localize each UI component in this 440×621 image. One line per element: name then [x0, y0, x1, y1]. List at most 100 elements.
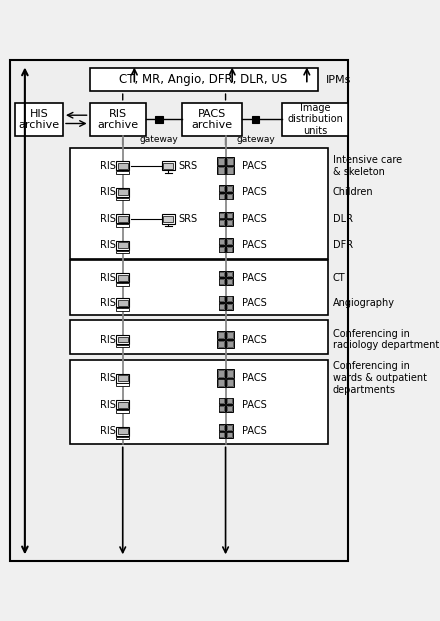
Bar: [227, 379, 234, 386]
Bar: [282, 102, 348, 136]
Bar: [116, 214, 129, 224]
Text: PACS: PACS: [242, 426, 267, 436]
Bar: [118, 216, 128, 222]
Text: PACS: PACS: [242, 161, 267, 171]
Bar: [70, 260, 327, 315]
Bar: [220, 247, 224, 252]
Bar: [116, 400, 129, 409]
Text: Angiography: Angiography: [333, 297, 395, 307]
Bar: [219, 397, 225, 404]
Bar: [226, 369, 234, 378]
Bar: [116, 224, 129, 227]
Bar: [116, 345, 129, 347]
Bar: [163, 216, 173, 222]
Text: DFR: DFR: [333, 240, 353, 250]
Text: PACS: PACS: [242, 373, 267, 383]
Bar: [116, 197, 129, 200]
Bar: [226, 238, 233, 245]
Bar: [227, 370, 234, 377]
Text: gateway: gateway: [236, 135, 275, 143]
Text: RIS: RIS: [100, 400, 116, 410]
Bar: [227, 167, 234, 174]
Text: PACS: PACS: [242, 273, 267, 283]
Text: HIS
archive: HIS archive: [18, 109, 59, 130]
Bar: [70, 360, 327, 445]
Bar: [226, 405, 233, 412]
Bar: [118, 300, 128, 306]
Bar: [220, 406, 224, 411]
Bar: [226, 271, 233, 278]
Bar: [116, 384, 129, 386]
Bar: [226, 246, 233, 253]
Bar: [227, 399, 232, 404]
Bar: [163, 163, 173, 169]
Bar: [226, 424, 233, 431]
Bar: [227, 239, 232, 244]
Bar: [219, 278, 225, 285]
Text: IPMs: IPMs: [326, 75, 351, 84]
Bar: [218, 332, 224, 338]
Bar: [227, 220, 232, 225]
Bar: [219, 424, 225, 431]
Bar: [118, 275, 128, 281]
Bar: [220, 212, 224, 217]
Bar: [227, 212, 232, 217]
Bar: [118, 163, 128, 169]
Text: RIS: RIS: [100, 273, 116, 283]
Bar: [116, 335, 129, 344]
Bar: [162, 161, 175, 170]
Text: Conferencing in
wards & outpatient
departments: Conferencing in wards & outpatient depar…: [333, 361, 426, 395]
Bar: [116, 283, 129, 286]
Bar: [218, 341, 224, 347]
Bar: [227, 432, 232, 437]
Text: gateway: gateway: [140, 135, 179, 143]
Bar: [227, 158, 234, 165]
Text: PACS: PACS: [242, 335, 267, 345]
Bar: [217, 331, 225, 339]
Text: RIS: RIS: [100, 214, 116, 224]
Text: PACS: PACS: [242, 188, 267, 197]
Bar: [226, 432, 233, 438]
Bar: [219, 405, 225, 412]
Text: SRS: SRS: [178, 161, 198, 171]
Text: CT, MR, Angio, DFR, DLR, US: CT, MR, Angio, DFR, DLR, US: [120, 73, 288, 86]
Text: PACS: PACS: [242, 214, 267, 224]
Bar: [116, 373, 129, 383]
Bar: [118, 189, 128, 195]
Bar: [219, 296, 225, 302]
Bar: [226, 219, 233, 226]
Bar: [226, 212, 233, 219]
Bar: [116, 241, 129, 250]
Bar: [118, 242, 128, 248]
Text: DLR: DLR: [333, 214, 352, 224]
Bar: [226, 185, 233, 192]
Bar: [227, 425, 232, 430]
Bar: [220, 279, 224, 284]
Bar: [220, 296, 224, 301]
Bar: [220, 399, 224, 404]
Bar: [226, 397, 233, 404]
Text: Conferencing in
radiology department: Conferencing in radiology department: [333, 329, 439, 350]
Bar: [217, 379, 225, 387]
Text: Image
distribution
units: Image distribution units: [287, 102, 343, 136]
Bar: [162, 214, 175, 224]
Bar: [116, 273, 129, 283]
Bar: [155, 116, 163, 123]
Bar: [118, 402, 128, 407]
Bar: [218, 167, 224, 174]
Bar: [220, 220, 224, 225]
Bar: [226, 340, 234, 348]
Bar: [220, 304, 224, 309]
Bar: [227, 279, 232, 284]
Bar: [226, 303, 233, 310]
Text: RIS: RIS: [100, 426, 116, 436]
Bar: [227, 194, 232, 199]
Bar: [217, 157, 225, 165]
Text: PACS
archive: PACS archive: [192, 109, 233, 130]
Bar: [219, 193, 225, 199]
Bar: [116, 251, 129, 253]
Text: RIS: RIS: [100, 297, 116, 307]
Bar: [218, 379, 224, 386]
Text: RIS: RIS: [100, 240, 116, 250]
Bar: [116, 298, 129, 307]
